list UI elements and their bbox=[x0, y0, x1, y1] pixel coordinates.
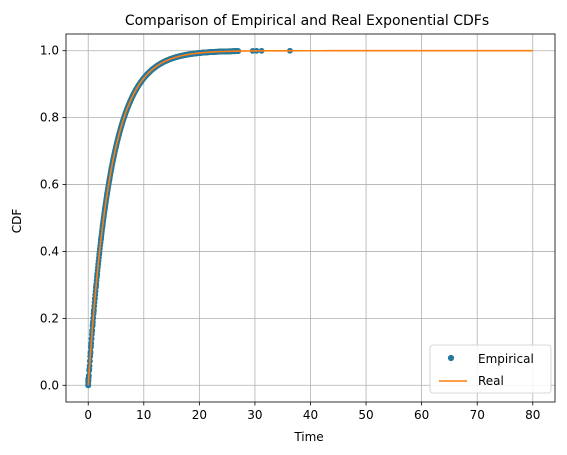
x-tick-label: 50 bbox=[358, 408, 373, 422]
x-tick-label: 20 bbox=[192, 408, 207, 422]
y-tick-label: 0.8 bbox=[40, 111, 59, 125]
y-axis-label: CDF bbox=[10, 209, 24, 234]
x-tick-label: 80 bbox=[525, 408, 540, 422]
real-cdf-line bbox=[87, 49, 533, 386]
y-tick-label: 0.0 bbox=[40, 378, 59, 392]
grid-group bbox=[66, 34, 555, 402]
x-tick-label: 40 bbox=[303, 408, 318, 422]
chart-title: Comparison of Empirical and Real Exponen… bbox=[125, 13, 489, 29]
legend-label-empirical: Empirical bbox=[478, 352, 534, 366]
legend-marker-empirical bbox=[447, 354, 455, 362]
legend: Empirical Real bbox=[429, 344, 552, 394]
x-axis-label: Time bbox=[293, 430, 323, 444]
y-axis-ticks: 0.0 0.2 0.4 0.6 0.8 1.0 bbox=[40, 44, 66, 392]
real-series bbox=[87, 49, 533, 386]
x-tick-label: 10 bbox=[136, 408, 151, 422]
x-tick-label: 60 bbox=[414, 408, 429, 422]
legend-label-real: Real bbox=[478, 374, 504, 388]
y-tick-label: 0.4 bbox=[40, 244, 59, 258]
plot-area bbox=[65, 33, 556, 403]
x-tick-label: 0 bbox=[84, 408, 92, 422]
y-tick-label: 1.0 bbox=[40, 44, 59, 58]
x-axis-ticks: 0 10 20 30 40 50 60 70 80 bbox=[84, 402, 540, 422]
x-tick-label: 30 bbox=[247, 408, 262, 422]
y-tick-label: 0.2 bbox=[40, 311, 59, 325]
x-tick-label: 70 bbox=[470, 408, 485, 422]
y-tick-label: 0.6 bbox=[40, 178, 59, 192]
